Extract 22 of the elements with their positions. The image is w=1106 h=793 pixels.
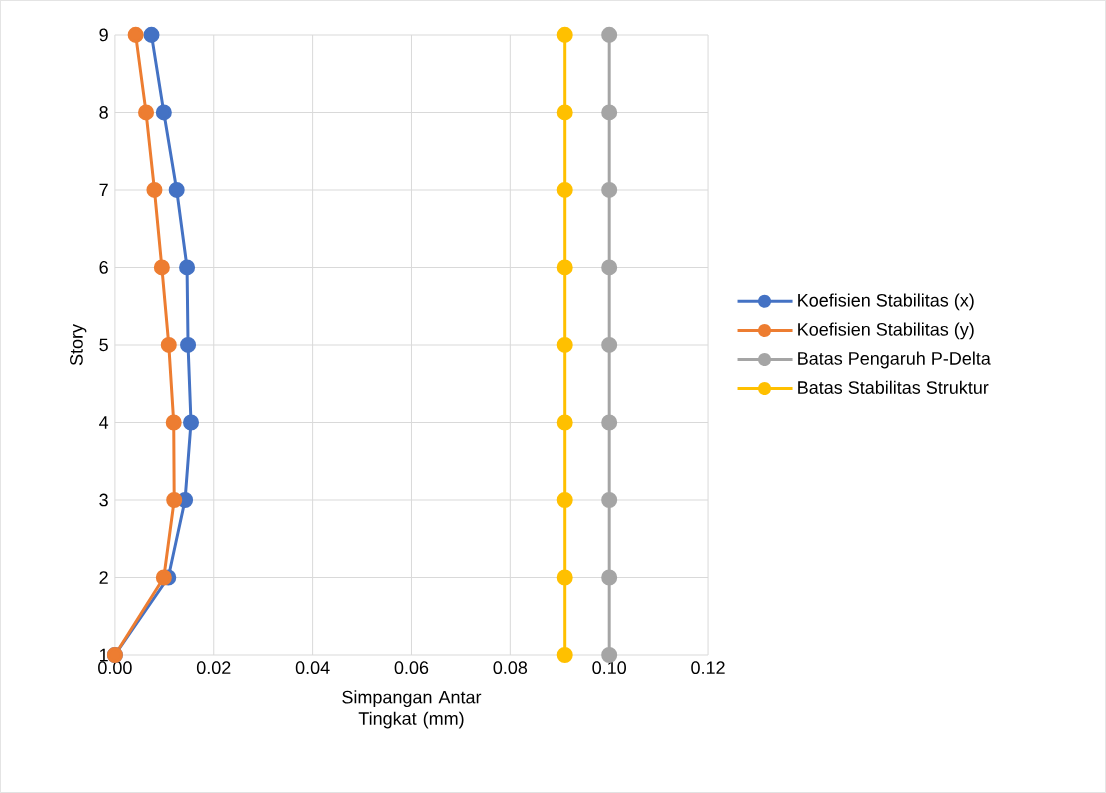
y-tick-label: 5 xyxy=(99,338,108,352)
y-axis-title: Story xyxy=(70,324,87,366)
x-tick-label: 0.06 xyxy=(394,661,429,675)
x-tick-label: 0.00 xyxy=(98,661,132,675)
y-tick-label: 3 xyxy=(99,493,108,507)
legend-label: Koefisien Stabilitas (x) xyxy=(798,293,974,311)
y-tick-label: 9 xyxy=(99,28,108,42)
x-tick-label: 0.12 xyxy=(691,661,725,675)
legend-label: Koefisien Stabilitas (y) xyxy=(798,322,974,340)
y-tick-label: 6 xyxy=(99,261,108,274)
x-axis-title: Simpangan Antar Tingkat (mm) xyxy=(342,690,482,729)
x-tick-label: 0.10 xyxy=(592,661,626,675)
x-tick-label: 0.02 xyxy=(196,661,231,675)
x-tick-label: 0.04 xyxy=(295,661,330,675)
legend-label: Batas Stabilitas Struktur xyxy=(798,380,989,394)
y-tick-label: 2 xyxy=(99,571,108,584)
legend-label: Batas Pengaruh P-Delta xyxy=(798,351,991,369)
y-tick-label: 8 xyxy=(99,106,108,119)
y-tick-label: 7 xyxy=(99,183,108,197)
y-tick-label: 1 xyxy=(100,648,108,662)
x-tick-label: 0.08 xyxy=(493,661,528,675)
y-tick-label: 4 xyxy=(99,416,109,429)
